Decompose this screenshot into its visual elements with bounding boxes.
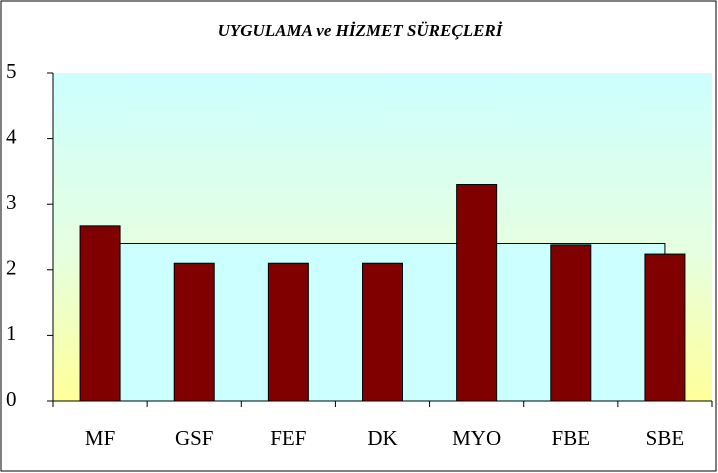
x-tick-label: MYO (452, 426, 501, 450)
y-tick-label: 3 (6, 190, 17, 214)
y-tick-label: 5 (6, 59, 17, 83)
bar (79, 225, 121, 402)
x-tick-label: GSF (175, 426, 214, 450)
y-tick-label: 2 (6, 256, 17, 280)
y-tick-label: 4 (6, 124, 17, 148)
bar (456, 184, 498, 402)
x-tick-label: FBE (552, 426, 591, 450)
x-tick-label: MF (85, 426, 115, 450)
y-tick-label: 1 (6, 321, 17, 345)
chart-title: UYGULAMA ve HİZMET SÜREÇLERİ (218, 21, 504, 40)
bar (173, 262, 215, 402)
x-tick-label: DK (367, 426, 397, 450)
bar (550, 244, 592, 402)
y-tick-label: 0 (6, 387, 17, 411)
x-tick-label: FEF (270, 426, 306, 450)
x-tick-label: SBE (646, 426, 685, 450)
bar (644, 253, 686, 402)
bar (362, 262, 403, 402)
bar (267, 262, 309, 402)
